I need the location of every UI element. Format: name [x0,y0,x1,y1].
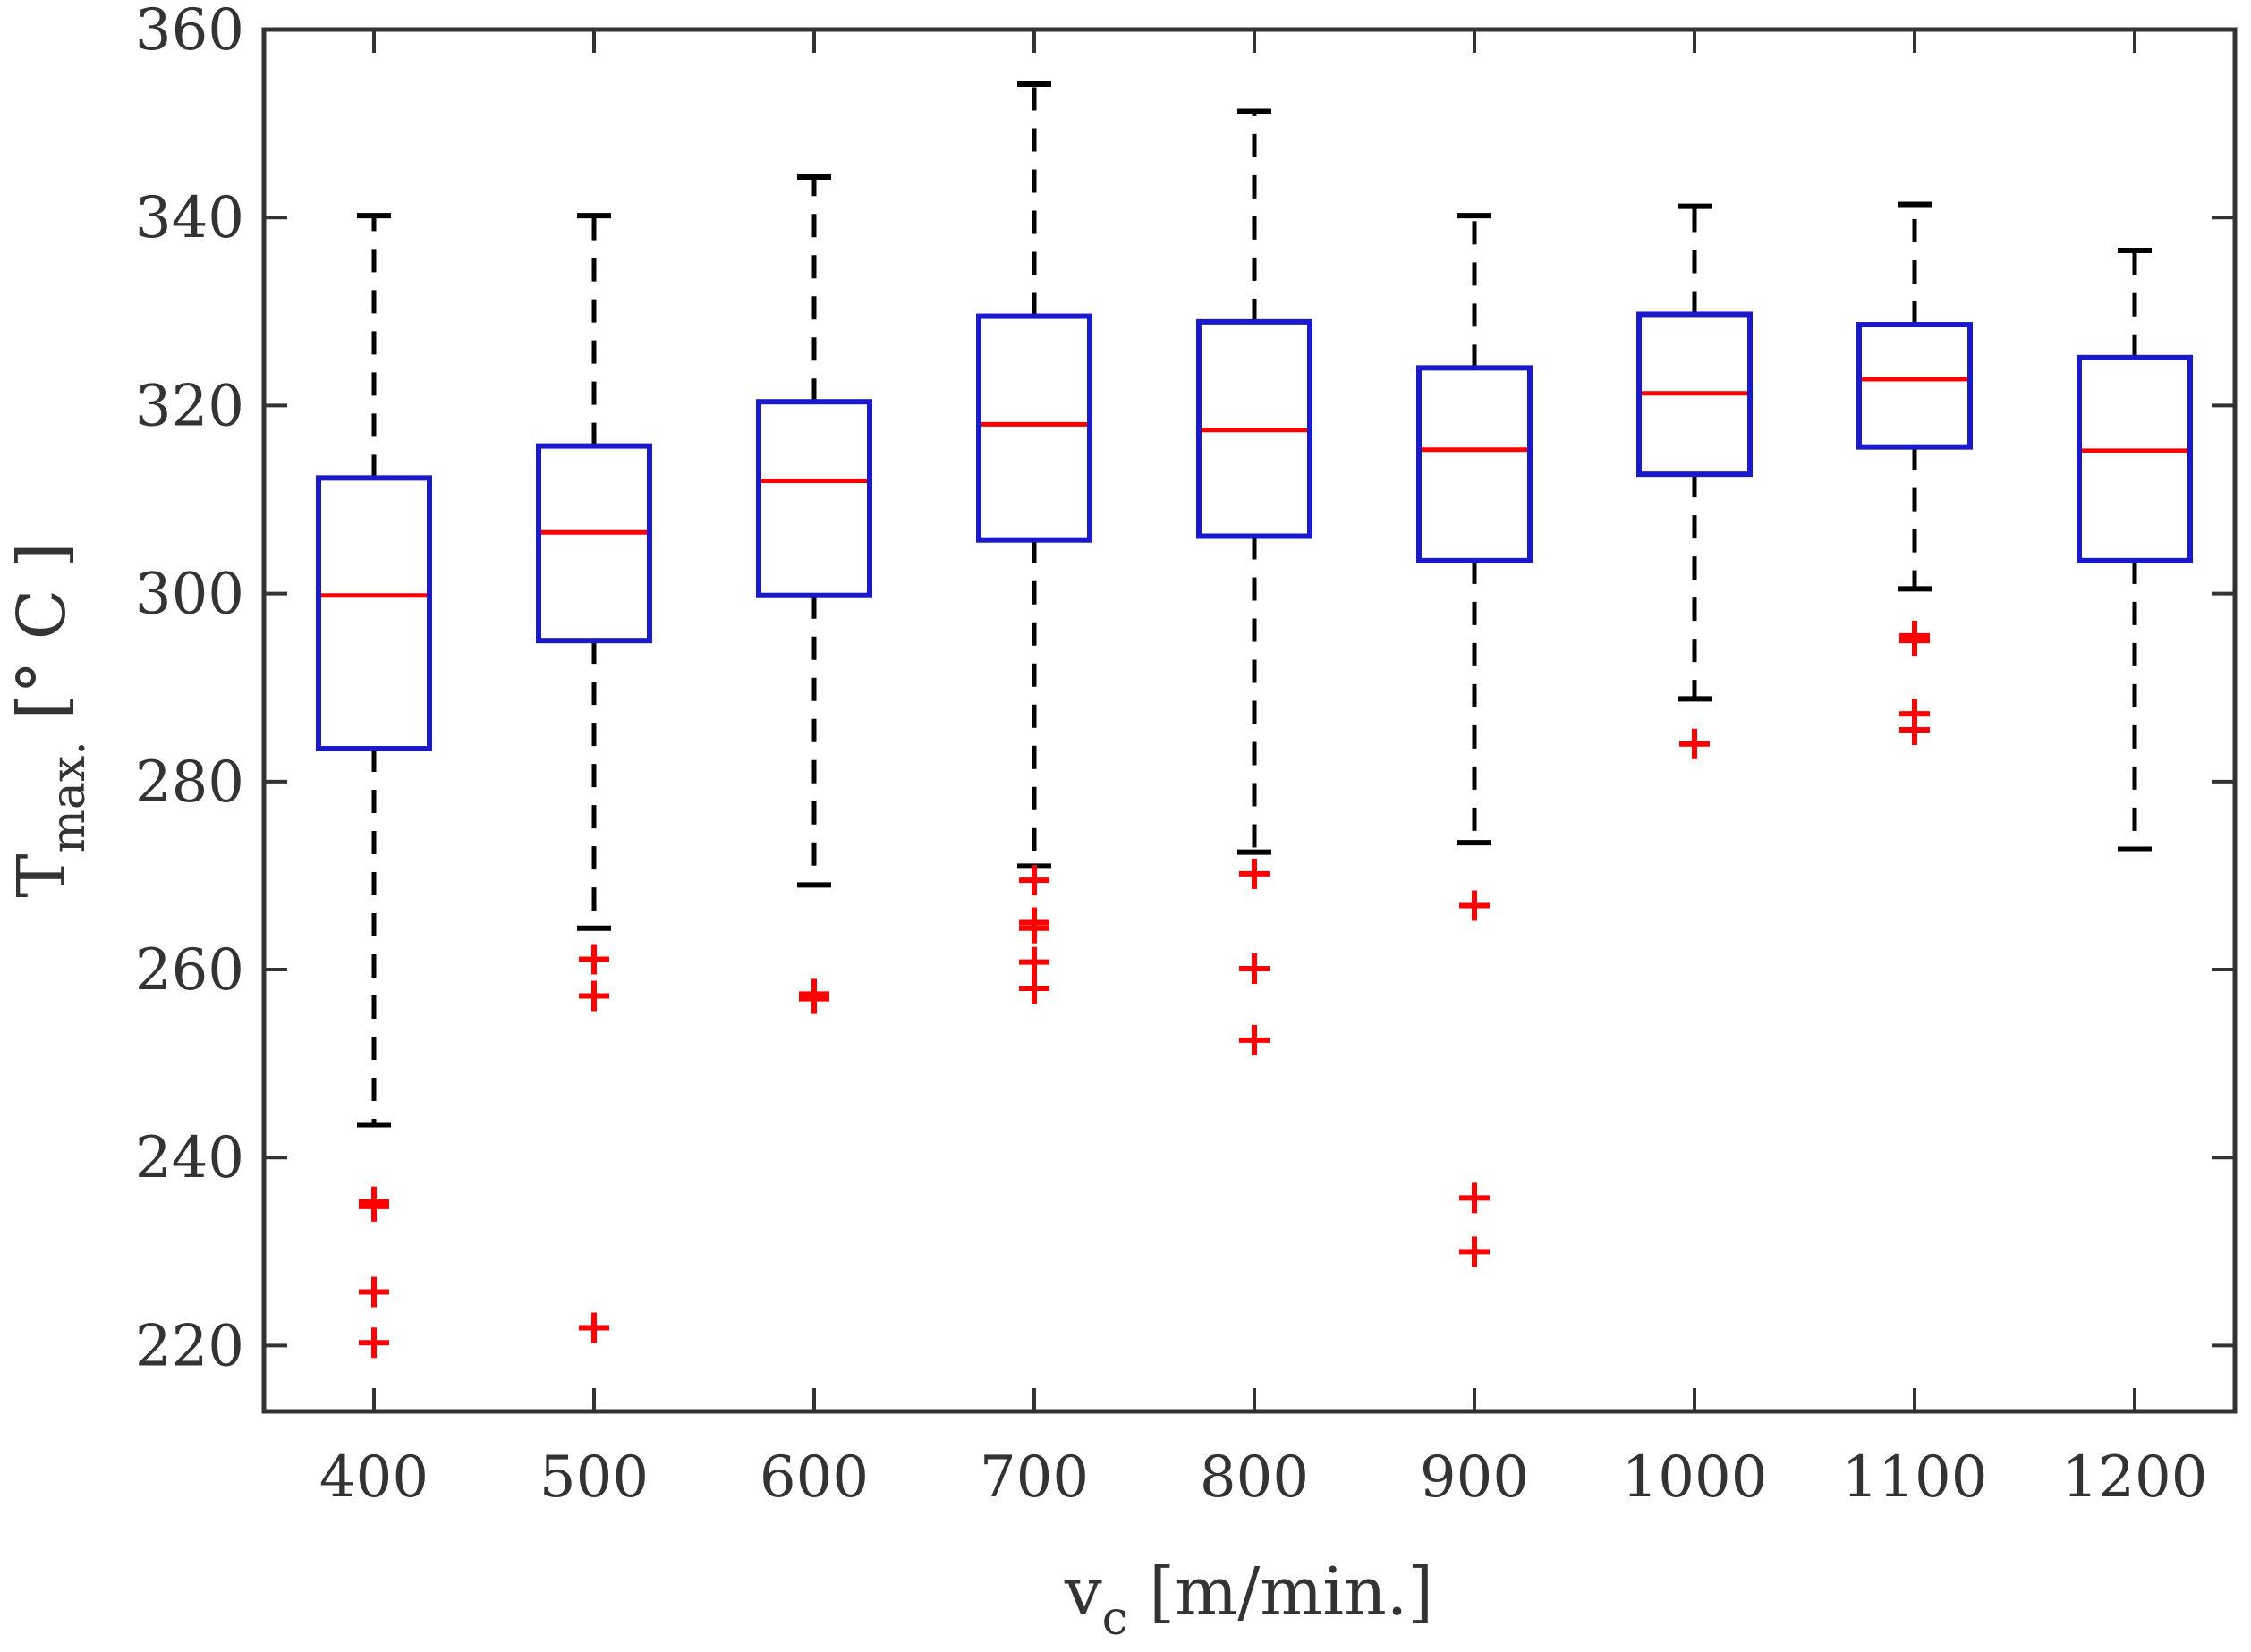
box-group-1000 [1636,203,1753,759]
outlier-point [799,983,829,1014]
box-group-900 [1416,213,1533,1267]
y-tick-label: 300 [135,562,244,628]
plot-marks [316,80,2193,1359]
plot-frame [261,27,2238,1414]
y-axis-title-rest: [° C ] [4,542,81,741]
iqr-box [2077,354,2193,563]
outlier-point [1019,973,1049,1004]
x-axis-title: vc [m/min.] [1064,1554,1433,1646]
x-tick-label: 1200 [2062,1444,2208,1511]
y-axis-title-main: T [4,853,81,897]
outlier-point [1459,1236,1490,1267]
box-group-600 [756,174,872,1014]
x-tick-label: 1100 [1842,1444,1988,1511]
y-axis-title-sub: max. [42,741,96,853]
outlier-point [579,944,609,975]
outlier-point [1679,728,1710,759]
y-tick-label: 260 [135,937,244,1004]
x-tick-label: 600 [760,1444,869,1511]
x-tick-label: 800 [1200,1444,1309,1511]
x-axis-title-rest: [m/min.] [1128,1554,1433,1631]
outlier-point [359,1276,389,1308]
axis-ticks: 220 240 260 280 300 320 340 360 400 500 600 700 800 9… [135,0,2235,1511]
outlier-point [1019,865,1049,896]
x-tick-label: 700 [980,1444,1089,1511]
iqr-box [316,475,432,752]
outlier-point [1019,912,1049,944]
y-tick-label: 240 [135,1125,244,1191]
outlier-point [579,1312,609,1343]
x-tick-label: 400 [319,1444,429,1511]
y-tick-label: 220 [135,1313,244,1379]
box-group-800 [1196,108,1312,1055]
outlier-point [1239,953,1270,984]
y-tick-label: 320 [135,373,244,439]
iqr-box [1856,322,1973,450]
x-axis-title-sub: c [1102,1592,1128,1646]
iqr-box [1416,365,1533,563]
y-tick-label: 280 [135,750,244,816]
box-group-500 [536,213,652,1343]
outlier-point [1459,890,1490,921]
box-group-1100 [1856,201,1973,746]
iqr-box [536,443,652,644]
outlier-point [1239,1024,1270,1055]
y-tick-label: 360 [135,0,244,64]
outlier-point [579,980,609,1012]
outlier-point [1239,858,1270,889]
x-tick-label: 500 [539,1444,649,1511]
box-group-400 [316,213,432,1359]
iqr-box [976,313,1092,543]
box-group-700 [976,80,1092,1004]
outlier-point [1899,715,1930,746]
iqr-box [756,399,872,598]
x-tick-label: 1000 [1622,1444,1768,1511]
y-tick-label: 340 [135,185,244,251]
outlier-point [1459,1182,1490,1214]
outlier-point [1899,625,1930,657]
y-axis-title: Tmax. [° C ] [4,542,96,897]
outlier-point [359,1327,389,1359]
x-axis-title-main: v [1064,1554,1102,1631]
x-tick-label: 900 [1420,1444,1529,1511]
outlier-point [1019,946,1049,978]
box-group-1200 [2077,247,2193,852]
outlier-point [359,1190,389,1222]
